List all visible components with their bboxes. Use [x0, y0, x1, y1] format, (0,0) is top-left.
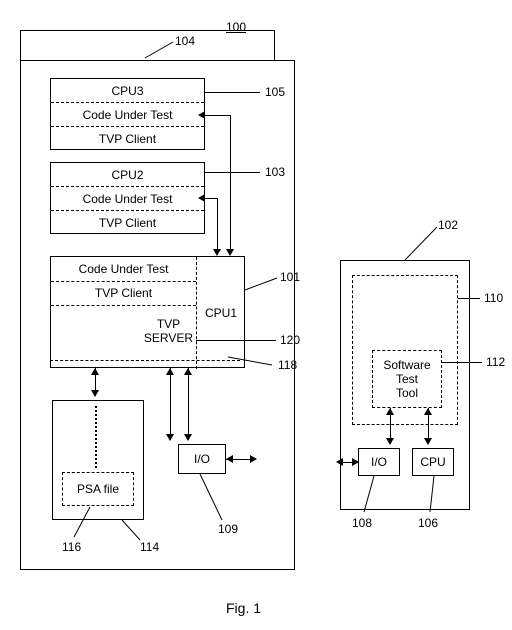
- io-left: I/O: [178, 444, 226, 474]
- cpu3-code: Code Under Test: [51, 103, 204, 127]
- cpu3-title: CPU3: [51, 79, 204, 103]
- cpu2-title: CPU2: [51, 163, 204, 187]
- leader-105: [205, 92, 260, 93]
- ref-103: 103: [265, 165, 285, 179]
- ref-110: 110: [484, 291, 503, 305]
- ref-106: 106: [418, 516, 438, 530]
- ref-109: 109: [218, 522, 238, 536]
- cpu2-block: CPU2 Code Under Test TVP Client: [50, 162, 205, 234]
- cpu1-tvp-server: TVP SERVER: [141, 317, 196, 345]
- ref-120: 120: [280, 333, 300, 347]
- cpu1-block: Code Under Test TVP Client TVP SERVER CP…: [50, 256, 245, 368]
- figure-caption: Fig. 1: [226, 600, 261, 616]
- ref-114: 114: [140, 540, 159, 554]
- io-right: I/O: [358, 448, 400, 476]
- psa-file: PSA file: [62, 472, 134, 506]
- ref-101: 101: [280, 270, 300, 284]
- cpu3-tvp: TVP Client: [51, 127, 204, 151]
- ref-105: 105: [265, 85, 285, 99]
- ref-108: 108: [352, 516, 372, 530]
- ref-104: 104: [175, 34, 195, 48]
- cpu2-tvp: TVP Client: [51, 211, 204, 235]
- software-test-tool: Software Test Tool: [372, 350, 442, 408]
- cpu2-code: Code Under Test: [51, 187, 204, 211]
- cpu1-code: Code Under Test: [51, 257, 196, 281]
- ref-116: 116: [62, 540, 81, 554]
- leader-103: [205, 172, 260, 173]
- cpu3-block: CPU3 Code Under Test TVP Client: [50, 78, 205, 150]
- ref-118: 118: [278, 358, 297, 372]
- ref-102: 102: [438, 218, 458, 232]
- ref-112: 112: [486, 355, 505, 369]
- cpu1-label: CPU1: [196, 257, 246, 369]
- cpu-right: CPU: [412, 448, 454, 476]
- cpu1-tvp-client: TVP Client: [51, 281, 196, 305]
